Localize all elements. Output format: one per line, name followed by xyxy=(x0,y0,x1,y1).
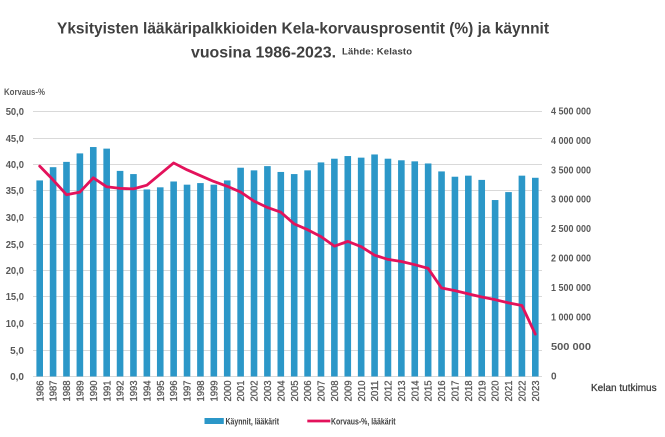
svg-text:15,0: 15,0 xyxy=(6,292,25,303)
svg-text:2010: 2010 xyxy=(357,380,368,401)
svg-text:1990: 1990 xyxy=(89,380,100,401)
svg-text:2016: 2016 xyxy=(437,380,448,401)
svg-text:1 500 000: 1 500 000 xyxy=(551,283,591,294)
svg-text:2015: 2015 xyxy=(424,380,435,401)
svg-text:2009: 2009 xyxy=(343,380,354,401)
svg-text:Korvaus-%: Korvaus-% xyxy=(4,87,45,98)
svg-text:3 000 000: 3 000 000 xyxy=(551,195,591,206)
svg-text:35,0: 35,0 xyxy=(6,186,25,197)
svg-text:Käynnit, lääkärit: Käynnit, lääkärit xyxy=(226,417,280,428)
svg-text:vuosina 1986-2023.: vuosina 1986-2023. xyxy=(191,45,336,62)
svg-text:1998: 1998 xyxy=(196,380,207,401)
svg-text:2003: 2003 xyxy=(263,380,274,401)
svg-text:2012: 2012 xyxy=(384,380,395,401)
svg-text:2013: 2013 xyxy=(397,380,408,401)
svg-text:1989: 1989 xyxy=(75,380,86,401)
svg-text:2020: 2020 xyxy=(491,380,502,401)
svg-text:2002: 2002 xyxy=(250,380,261,401)
svg-text:50,0: 50,0 xyxy=(6,107,25,118)
svg-text:3 500 000: 3 500 000 xyxy=(551,165,591,176)
svg-text:2011: 2011 xyxy=(370,380,381,401)
svg-text:1986: 1986 xyxy=(35,380,46,401)
svg-text:45,0: 45,0 xyxy=(6,134,25,145)
svg-text:30,0: 30,0 xyxy=(6,213,25,224)
svg-text:1992: 1992 xyxy=(116,380,127,401)
svg-text:1999: 1999 xyxy=(209,380,220,401)
svg-text:0,0: 0,0 xyxy=(10,372,24,383)
svg-text:2022: 2022 xyxy=(518,380,529,401)
svg-text:2 500 000: 2 500 000 xyxy=(551,224,591,235)
svg-text:2018: 2018 xyxy=(464,380,475,401)
svg-text:2014: 2014 xyxy=(410,380,421,401)
svg-text:2017: 2017 xyxy=(451,380,462,401)
svg-text:Korvaus-%, lääkärit: Korvaus-%, lääkärit xyxy=(331,417,396,428)
svg-text:1994: 1994 xyxy=(142,380,153,401)
svg-text:2004: 2004 xyxy=(276,380,287,401)
svg-text:1987: 1987 xyxy=(49,380,60,401)
svg-text:Yksityisten lääkäripalkkioiden: Yksityisten lääkäripalkkioiden Kela-korv… xyxy=(57,21,549,38)
svg-text:4 000 000: 4 000 000 xyxy=(551,136,591,147)
svg-text:2021: 2021 xyxy=(504,380,515,401)
svg-text:2007: 2007 xyxy=(317,380,328,401)
svg-text:1988: 1988 xyxy=(62,380,73,401)
svg-text:40,0: 40,0 xyxy=(6,160,25,171)
svg-text:Lähde: Kelasto: Lähde: Kelasto xyxy=(342,47,412,58)
svg-text:1997: 1997 xyxy=(183,380,194,401)
svg-text:0: 0 xyxy=(551,371,557,382)
svg-text:20,0: 20,0 xyxy=(6,266,25,277)
svg-text:1993: 1993 xyxy=(129,380,140,401)
svg-text:2001: 2001 xyxy=(236,380,247,401)
svg-text:500 000: 500 000 xyxy=(551,342,591,353)
svg-text:1991: 1991 xyxy=(102,380,113,401)
svg-text:25,0: 25,0 xyxy=(6,240,25,251)
svg-text:10,0: 10,0 xyxy=(6,319,25,330)
svg-text:2019: 2019 xyxy=(477,380,488,401)
svg-text:1996: 1996 xyxy=(169,380,180,401)
svg-text:1 000 000: 1 000 000 xyxy=(551,313,591,324)
svg-text:2006: 2006 xyxy=(303,380,314,401)
svg-text:Kelan tutkimus: Kelan tutkimus xyxy=(591,383,657,394)
svg-text:2005: 2005 xyxy=(290,380,301,401)
svg-text:2008: 2008 xyxy=(330,380,341,401)
svg-text:2023: 2023 xyxy=(531,380,542,401)
svg-text:4 500 000: 4 500 000 xyxy=(551,106,591,117)
svg-text:2 000 000: 2 000 000 xyxy=(551,254,591,265)
svg-text:1995: 1995 xyxy=(156,380,167,401)
svg-text:2000: 2000 xyxy=(223,380,234,401)
svg-text:5,0: 5,0 xyxy=(10,346,24,357)
